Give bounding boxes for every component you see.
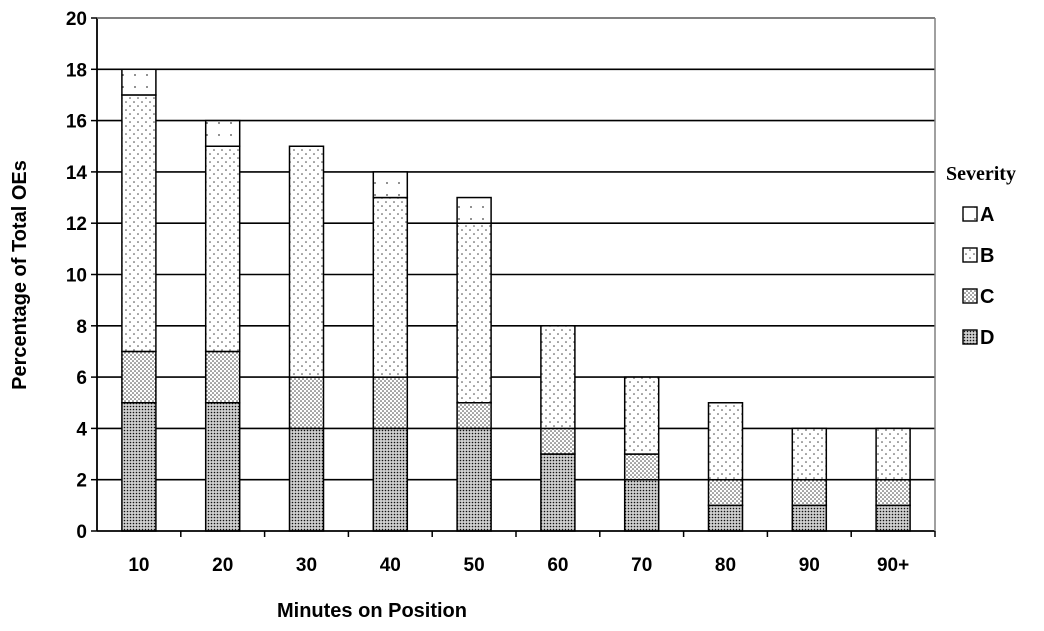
legend-label: D	[980, 327, 994, 349]
bar-segment-d	[288, 427, 325, 532]
bar-segment-b	[707, 402, 744, 481]
bar-segment-b	[456, 222, 492, 404]
bar-segment-c	[791, 478, 828, 507]
bar-group	[372, 171, 409, 532]
bar-segment-d	[707, 504, 744, 532]
bar-segment-a	[121, 68, 157, 96]
legend-item-d: D	[962, 327, 994, 349]
y-tick-label: 18	[66, 60, 87, 81]
bar-segment-b	[288, 145, 325, 378]
bar-group	[791, 427, 828, 532]
x-tick-label: 90	[799, 555, 820, 576]
legend-swatch	[962, 329, 978, 345]
x-tick-label: 70	[631, 555, 652, 576]
bar-group	[288, 145, 325, 532]
legend-swatch	[962, 288, 978, 304]
bar-segment-a	[204, 119, 241, 147]
bar-group	[540, 325, 576, 532]
bar-segment-c	[372, 376, 409, 430]
bar-segment-c	[288, 376, 325, 430]
bar-group	[875, 427, 911, 532]
bar-group	[707, 402, 744, 532]
y-tick-label: 6	[76, 368, 87, 389]
bar-segment-b	[791, 427, 828, 481]
legend-swatch	[962, 247, 978, 263]
bar-segment-b	[204, 145, 241, 353]
x-tick-label: 40	[380, 555, 401, 576]
bar-segment-d	[623, 478, 660, 532]
y-tick-label: 4	[76, 419, 87, 440]
legend-label: C	[980, 286, 994, 308]
legend-item-a: A	[962, 204, 994, 226]
bar-segment-d	[875, 504, 911, 532]
x-tick-label: 90+	[877, 555, 909, 576]
y-tick-label: 2	[76, 471, 87, 492]
bar-segment-c	[875, 478, 911, 507]
bar-segment-c	[540, 427, 576, 455]
y-tick-label: 0	[76, 522, 87, 543]
y-tick-label: 8	[76, 317, 87, 338]
legend-title: Severity	[946, 163, 1016, 185]
bar-segment-a	[456, 196, 492, 224]
bar-segment-b	[540, 325, 576, 430]
bar-segment-b	[121, 94, 157, 353]
tick-labels: 0 2 4 6 8 10 12 14 16 18 20 10 20 30 40 50 60 70 80 90 90+	[66, 9, 909, 576]
axes	[91, 17, 936, 537]
bar-segment-a	[372, 171, 409, 199]
bar-segment-b	[372, 196, 409, 378]
bar-group	[456, 196, 492, 532]
bar-segment-d	[456, 427, 492, 532]
bar-segment-c	[204, 350, 241, 404]
legend-label: B	[980, 245, 994, 267]
x-tick-label: 80	[715, 555, 736, 576]
bar-segment-d	[540, 453, 576, 532]
y-axis-title: Percentage of Total OEs	[9, 160, 31, 390]
y-tick-label: 10	[66, 266, 87, 287]
bar-segment-c	[121, 350, 157, 404]
bar-group	[204, 119, 241, 532]
legend-item-c: C	[962, 286, 994, 308]
legend-swatch	[962, 206, 978, 222]
bar-segment-c	[707, 478, 744, 507]
x-tick-label: 50	[464, 555, 485, 576]
bar-segment-d	[372, 427, 409, 532]
bars	[121, 68, 911, 532]
bar-segment-c	[623, 453, 660, 481]
y-tick-label: 14	[66, 163, 88, 184]
x-tick-label: 20	[212, 555, 233, 576]
x-axis-title: Minutes on Position	[277, 600, 467, 622]
x-tick-label: 60	[547, 555, 568, 576]
y-tick-label: 20	[66, 9, 87, 30]
x-tick-label: 10	[128, 555, 149, 576]
y-tick-label: 12	[66, 214, 87, 235]
bar-segment-d	[121, 402, 157, 532]
legend-item-b: B	[962, 245, 994, 267]
bar-segment-b	[875, 427, 911, 481]
bar-segment-d	[204, 402, 241, 532]
y-tick-label: 16	[66, 112, 87, 133]
bar-segment-c	[456, 402, 492, 430]
x-tick-label: 30	[296, 555, 317, 576]
bar-group	[623, 376, 660, 532]
bar-segment-d	[791, 504, 828, 532]
bar-segment-b	[623, 376, 660, 455]
legend-label: A	[980, 204, 994, 226]
bar-group	[121, 68, 157, 532]
